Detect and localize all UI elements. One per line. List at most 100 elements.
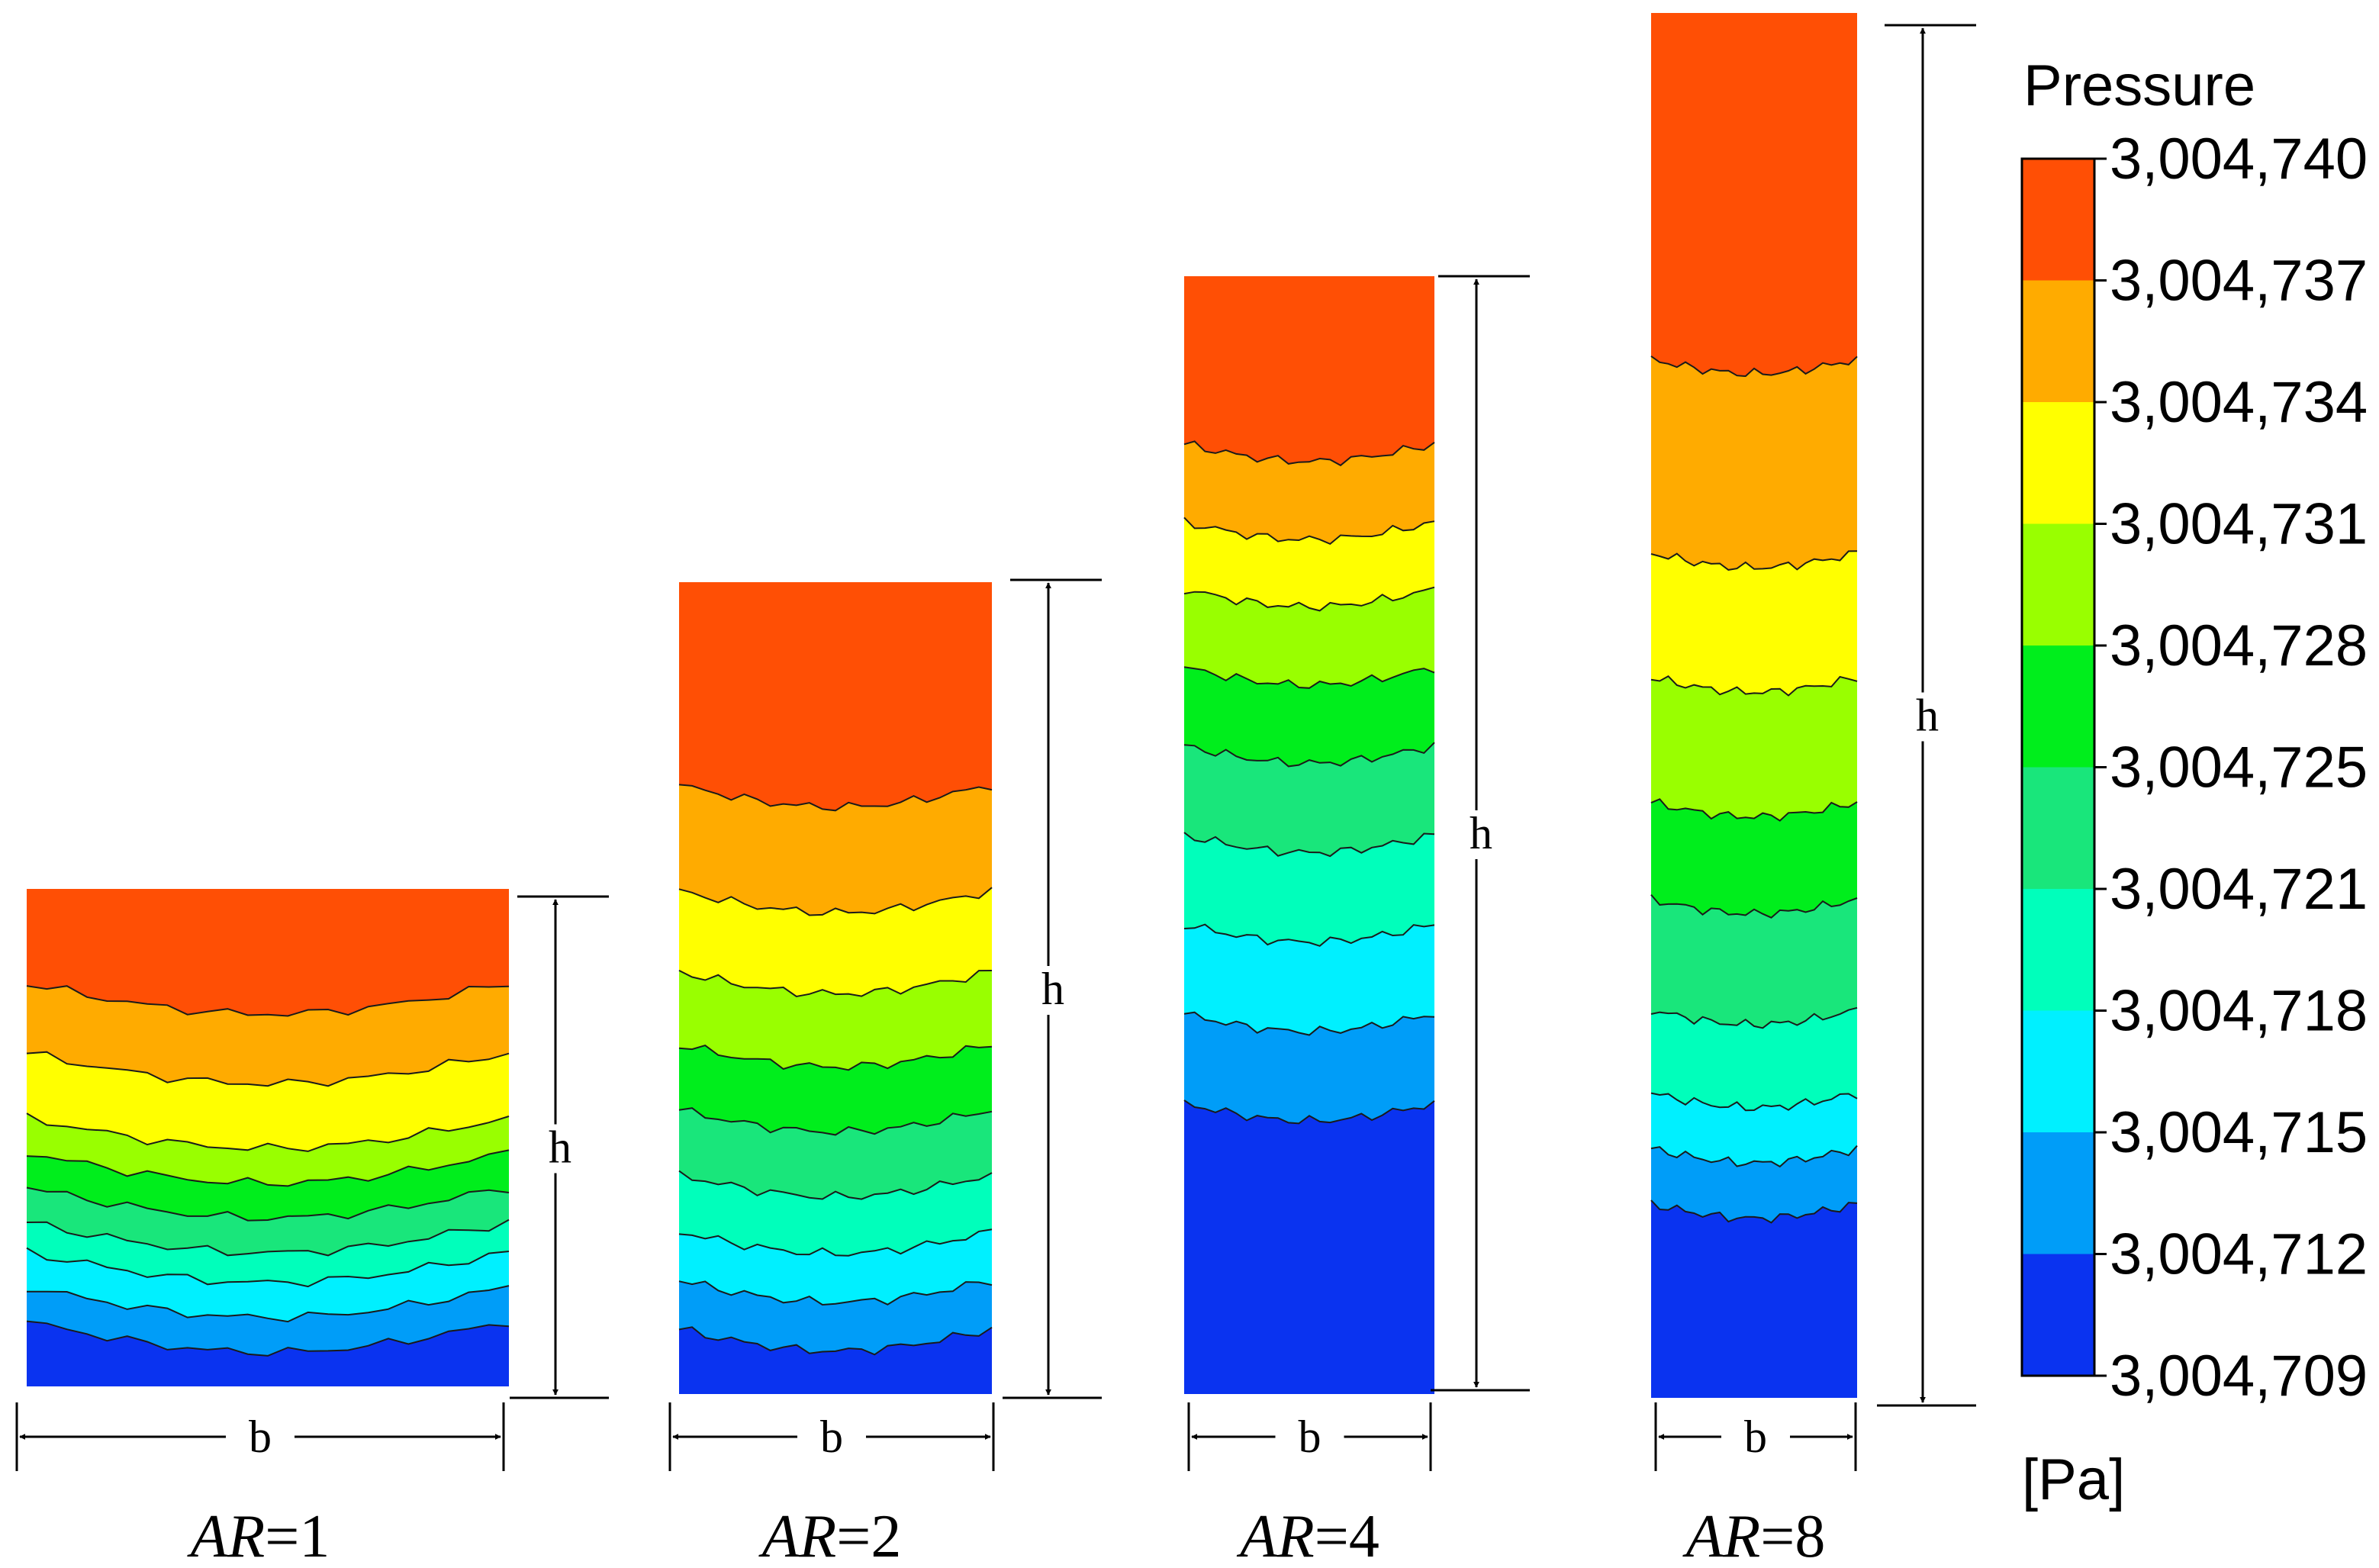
contour-line xyxy=(1183,1011,1435,1036)
ar-value: =1 xyxy=(265,1503,330,1568)
panel-ar-8: h b AR=8 xyxy=(1650,13,1976,1568)
contour-line xyxy=(26,1149,510,1187)
ar-symbol: AR xyxy=(187,1503,266,1568)
contour-band xyxy=(679,1281,992,1355)
panel-ar-1: h b AR=1 xyxy=(15,889,609,1568)
legend-color-bar xyxy=(2020,157,2096,1377)
ar-value: =8 xyxy=(1760,1503,1825,1568)
contour-line xyxy=(1650,1006,1858,1029)
legend-tick-label: 3,004,709 xyxy=(2110,1344,2368,1409)
contour-line xyxy=(678,887,993,916)
contour-line xyxy=(1183,666,1435,689)
contour-band xyxy=(27,889,509,1016)
legend-tick-label: 3,004,728 xyxy=(2110,613,2368,678)
contour-band xyxy=(679,887,992,997)
contour-band xyxy=(27,1113,509,1186)
contour-line xyxy=(678,1280,993,1306)
contour-band xyxy=(1651,894,1857,1029)
contour-band xyxy=(1651,356,1857,570)
contour-band xyxy=(1651,1007,1857,1111)
panel-ar-2: h b AR=2 xyxy=(668,578,1102,1568)
contour-band xyxy=(1184,1100,1434,1394)
contour-line xyxy=(1183,517,1435,546)
legend-tick-label: 3,004,712 xyxy=(2110,1222,2368,1287)
legend-title: Pressure xyxy=(2023,53,2255,118)
aspect-ratio-caption: AR=2 xyxy=(758,1503,902,1568)
legend-swatch xyxy=(2022,1254,2094,1376)
legend-swatch xyxy=(2022,889,2094,1011)
contour-line xyxy=(678,1045,993,1071)
contour-band xyxy=(1184,742,1434,857)
contour-band xyxy=(679,582,992,811)
height-label: h xyxy=(549,1122,571,1173)
contour-band xyxy=(1184,587,1434,688)
ar-symbol: AR xyxy=(1236,1503,1315,1568)
ar-value: =2 xyxy=(836,1503,901,1568)
contour-band xyxy=(1184,276,1434,465)
label-backing xyxy=(1032,966,1068,1015)
contour-band xyxy=(27,1051,509,1151)
contour-band xyxy=(1651,1093,1857,1167)
contour-band xyxy=(679,784,992,916)
contour-line xyxy=(678,1107,993,1136)
contour-band xyxy=(27,1219,509,1287)
contour-band xyxy=(1184,924,1434,1035)
contour-line xyxy=(1650,1199,1858,1224)
panel-ar-4: h b AR=4 xyxy=(1183,275,1530,1568)
width-label: b xyxy=(1299,1412,1321,1462)
contour-line xyxy=(1650,1145,1858,1168)
ar-value: =4 xyxy=(1315,1503,1379,1568)
contour-line xyxy=(678,1326,993,1356)
contour-line xyxy=(26,1247,510,1288)
ar-symbol: AR xyxy=(758,1503,837,1568)
contour-band xyxy=(679,1108,992,1199)
contour-band xyxy=(1651,676,1857,821)
contour-band xyxy=(1184,441,1434,544)
height-label: h xyxy=(1470,808,1492,858)
contour-band xyxy=(679,1229,992,1305)
aspect-ratio-caption: AR=1 xyxy=(187,1503,330,1568)
legend-swatch xyxy=(2022,402,2094,524)
contour-band xyxy=(27,1248,509,1322)
legend-swatch xyxy=(2022,646,2094,768)
contour-line xyxy=(1183,586,1435,612)
contour-line xyxy=(26,1051,510,1087)
contour-bands xyxy=(678,582,993,1394)
aspect-ratio-caption: AR=4 xyxy=(1236,1503,1379,1568)
contour-band xyxy=(1651,1200,1857,1398)
contour-band xyxy=(27,1321,509,1386)
legend-tick-label: 3,004,725 xyxy=(2110,736,2368,800)
label-backing xyxy=(1460,810,1496,859)
legend-tick-label: 3,004,734 xyxy=(2110,370,2368,435)
contour-line xyxy=(678,970,993,998)
contour-band xyxy=(1651,1145,1857,1223)
contour-line xyxy=(1183,923,1435,947)
legend-unit: [Pa] xyxy=(2022,1447,2125,1512)
legend-swatch xyxy=(2022,523,2094,646)
aspect-ratio-caption: AR=8 xyxy=(1682,1503,1826,1568)
pressure-legend: Pressure 3,004,7403,004,7373,004,7343,00… xyxy=(2020,53,2368,1512)
legend-swatch xyxy=(2022,1132,2094,1254)
contour-band xyxy=(1184,832,1434,946)
legend-tick-labels: 3,004,740 3,004,737 3,004,734 3,004,731 3,00… xyxy=(2094,127,2368,1409)
contour-line xyxy=(1650,1092,1858,1112)
legend-swatch xyxy=(2022,159,2094,281)
contour-line xyxy=(1650,798,1858,822)
width-label: b xyxy=(820,1412,843,1462)
contour-line xyxy=(678,1170,993,1200)
contour-band xyxy=(1651,551,1857,696)
contour-band xyxy=(1651,13,1857,376)
contour-line xyxy=(26,1186,510,1222)
contour-bands xyxy=(26,889,510,1386)
legend-tick-label: 3,004,740 xyxy=(2110,127,2368,192)
ar-symbol: AR xyxy=(1682,1503,1761,1568)
contour-line xyxy=(678,1228,993,1257)
contour-line xyxy=(1650,893,1858,919)
legend-swatch xyxy=(2022,280,2094,403)
width-label: b xyxy=(249,1412,272,1462)
legend-tick-label: 3,004,718 xyxy=(2110,979,2368,1044)
contour-line xyxy=(1650,355,1858,378)
contour-line xyxy=(1183,742,1435,768)
contour-band xyxy=(1651,799,1857,918)
